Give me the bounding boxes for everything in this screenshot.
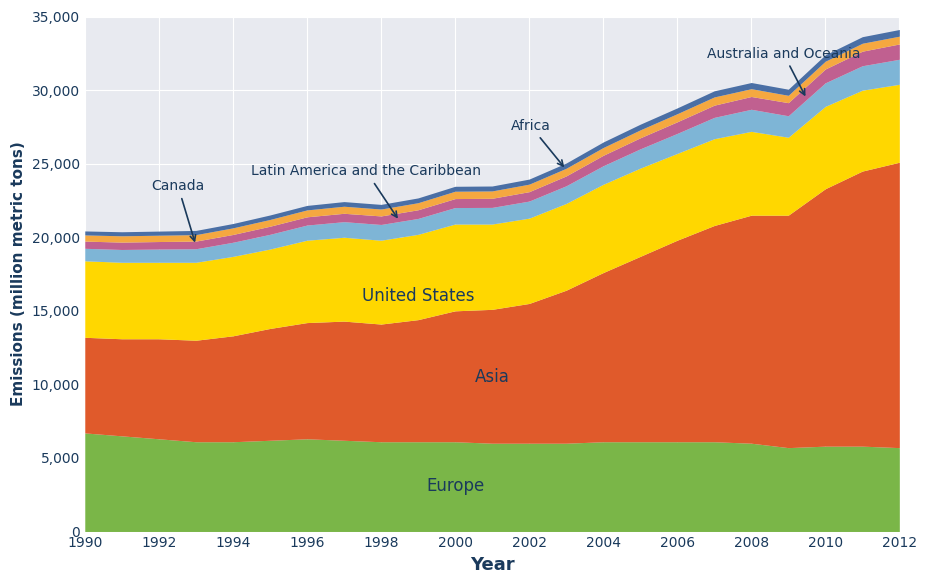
Text: Europe: Europe <box>425 477 484 495</box>
Text: Canada: Canada <box>151 179 205 241</box>
Y-axis label: Emissions (million metric tons): Emissions (million metric tons) <box>11 142 26 407</box>
Text: Latin America and the Caribbean: Latin America and the Caribbean <box>251 164 481 217</box>
Text: Asia: Asia <box>474 368 509 386</box>
Text: United States: United States <box>362 287 474 305</box>
X-axis label: Year: Year <box>469 556 514 574</box>
Text: Australia and Oceania: Australia and Oceania <box>706 47 859 95</box>
Text: Africa: Africa <box>510 119 563 166</box>
